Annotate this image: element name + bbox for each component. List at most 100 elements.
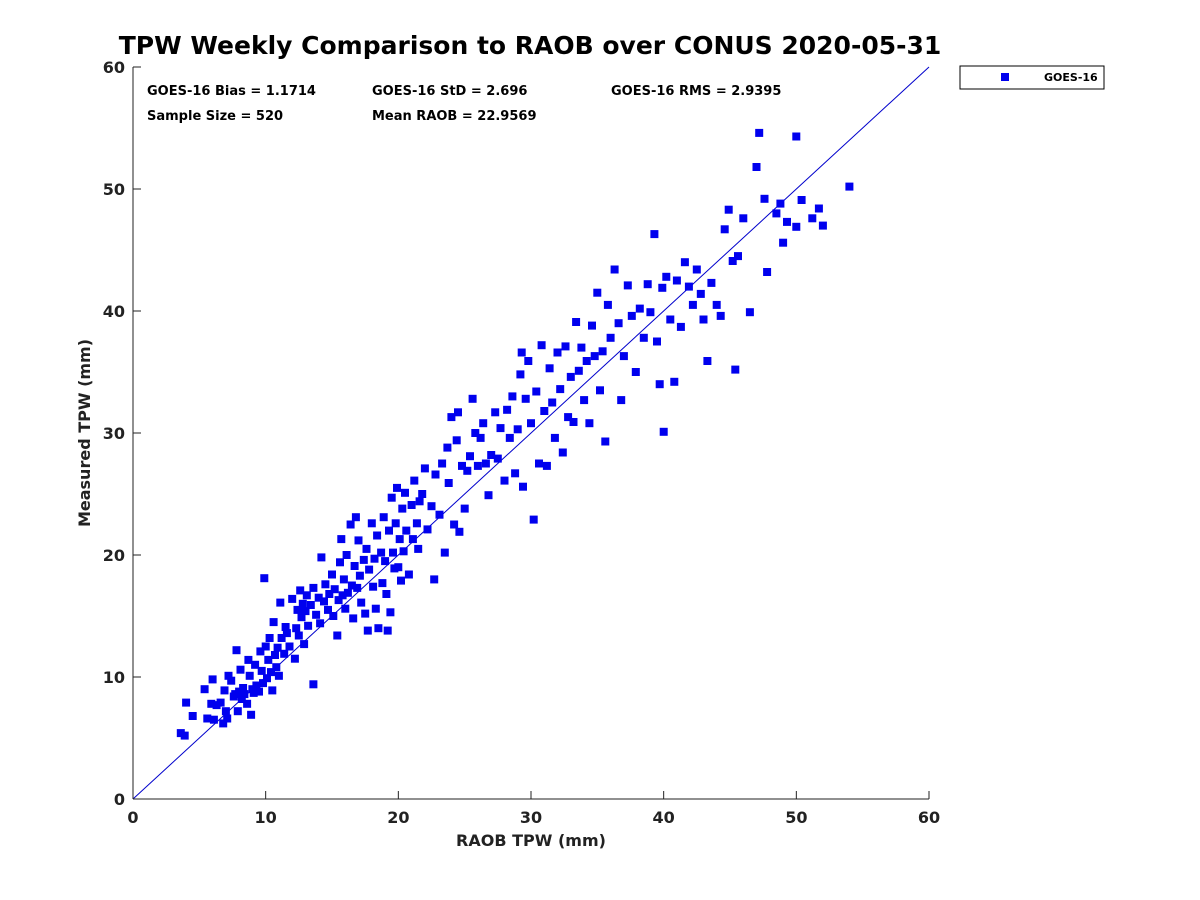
- data-point: [343, 588, 352, 597]
- data-point: [378, 579, 387, 588]
- data-point: [379, 513, 388, 522]
- data-point: [617, 396, 626, 405]
- data-point: [659, 427, 668, 436]
- data-point: [418, 490, 427, 498]
- data-point: [412, 519, 421, 528]
- data-point: [328, 570, 336, 579]
- data-point: [818, 221, 827, 230]
- data-point: [290, 654, 299, 663]
- data-point: [639, 333, 648, 342]
- stat-sample-size: Sample Size = 520: [147, 109, 283, 124]
- data-point: [370, 554, 379, 563]
- data-point: [334, 596, 343, 605]
- data-point: [535, 459, 543, 468]
- data-point: [401, 488, 409, 497]
- data-point: [304, 621, 313, 630]
- data-point: [739, 214, 748, 223]
- data-point: [188, 712, 197, 720]
- data-point: [203, 714, 212, 723]
- data-point: [329, 612, 338, 620]
- data-point: [598, 347, 607, 356]
- data-point: [306, 601, 315, 609]
- data-point: [336, 558, 344, 567]
- data-point: [468, 394, 477, 403]
- data-point: [387, 493, 396, 502]
- data-point: [233, 707, 242, 716]
- data-point: [296, 586, 305, 595]
- data-point: [699, 315, 708, 324]
- data-point: [282, 629, 291, 638]
- data-point: [276, 598, 285, 607]
- data-point: [281, 623, 290, 631]
- data-point: [670, 377, 679, 386]
- data-point: [574, 366, 583, 375]
- data-point: [745, 308, 754, 317]
- data-point: [529, 515, 538, 524]
- x-tick-label: 30: [520, 808, 542, 827]
- legend: GOES-16: [959, 65, 1105, 90]
- data-point: [302, 591, 311, 600]
- data-point: [325, 590, 334, 598]
- data-point: [245, 671, 254, 680]
- data-point: [415, 497, 424, 506]
- data-point: [646, 308, 655, 317]
- data-point: [760, 194, 769, 203]
- data-point: [540, 407, 549, 415]
- stat-std: GOES-16 StD = 2.696: [372, 84, 527, 99]
- data-point: [503, 405, 512, 414]
- data-point: [285, 642, 294, 651]
- data-point: [427, 502, 436, 511]
- data-point: [496, 424, 505, 433]
- data-point: [312, 610, 321, 619]
- data-point: [505, 433, 514, 442]
- data-point: [333, 631, 342, 640]
- data-point: [346, 520, 355, 529]
- data-point: [606, 333, 615, 342]
- data-point: [776, 199, 785, 208]
- data-point: [180, 731, 189, 740]
- data-point: [720, 225, 729, 234]
- data-point: [374, 624, 383, 633]
- data-point: [240, 690, 249, 699]
- data-point: [631, 368, 640, 376]
- x-tick-label: 10: [255, 808, 277, 827]
- data-point: [623, 281, 632, 290]
- data-point: [593, 288, 602, 297]
- data-point: [314, 593, 323, 602]
- data-point: [277, 634, 286, 642]
- data-point: [783, 217, 791, 226]
- data-point: [454, 408, 462, 417]
- data-point: [561, 342, 570, 351]
- data-point: [349, 614, 358, 623]
- data-point: [249, 688, 258, 697]
- data-point: [508, 392, 517, 401]
- data-point: [779, 238, 788, 247]
- data-point: [548, 398, 557, 407]
- data-point: [662, 272, 671, 281]
- x-tick-label: 50: [785, 808, 807, 827]
- data-point: [216, 698, 225, 707]
- data-point: [321, 580, 330, 589]
- data-point: [755, 128, 764, 137]
- data-point: [357, 598, 366, 607]
- data-point: [431, 470, 440, 479]
- data-point: [200, 685, 209, 694]
- data-point: [220, 686, 229, 695]
- data-point: [389, 548, 397, 557]
- data-point: [316, 619, 325, 628]
- data-point: [252, 681, 261, 690]
- data-point: [330, 585, 339, 594]
- data-point: [458, 461, 466, 470]
- data-point: [447, 413, 456, 422]
- x-tick-label: 0: [127, 808, 138, 827]
- legend-marker-icon: [1001, 73, 1009, 81]
- data-point: [712, 300, 721, 309]
- data-point: [635, 304, 644, 313]
- data-point: [377, 548, 386, 557]
- data-point: [256, 647, 265, 656]
- data-point: [350, 562, 359, 570]
- data-point: [452, 436, 461, 445]
- data-point: [582, 357, 591, 365]
- data-point: [511, 469, 520, 478]
